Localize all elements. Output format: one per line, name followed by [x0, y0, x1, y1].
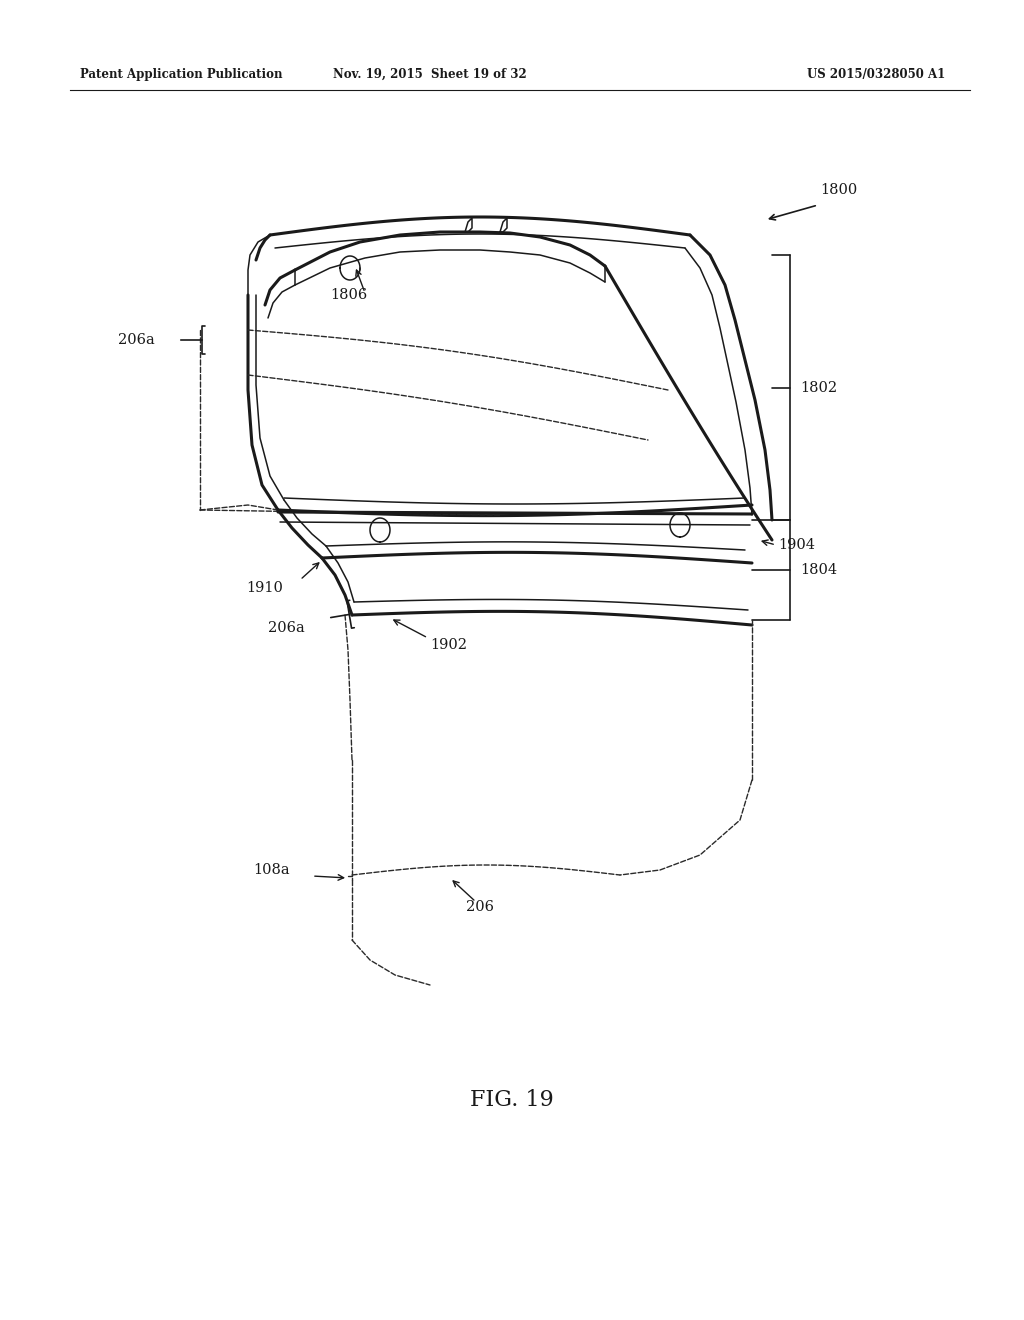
Text: 1804: 1804: [800, 564, 838, 577]
Text: FIG. 19: FIG. 19: [470, 1089, 554, 1111]
Text: 1904: 1904: [778, 539, 815, 552]
Text: 1800: 1800: [820, 183, 857, 197]
Text: Nov. 19, 2015  Sheet 19 of 32: Nov. 19, 2015 Sheet 19 of 32: [333, 69, 527, 81]
Text: Patent Application Publication: Patent Application Publication: [80, 69, 283, 81]
Text: 1902: 1902: [430, 638, 467, 652]
Text: 1802: 1802: [800, 381, 838, 395]
Text: 1910: 1910: [246, 581, 283, 595]
Text: US 2015/0328050 A1: US 2015/0328050 A1: [807, 69, 945, 81]
Text: 206: 206: [466, 900, 494, 913]
Text: 206a: 206a: [118, 333, 155, 347]
Text: 108a: 108a: [253, 863, 290, 876]
Text: 206a: 206a: [268, 620, 305, 635]
Text: 1806: 1806: [330, 288, 368, 302]
